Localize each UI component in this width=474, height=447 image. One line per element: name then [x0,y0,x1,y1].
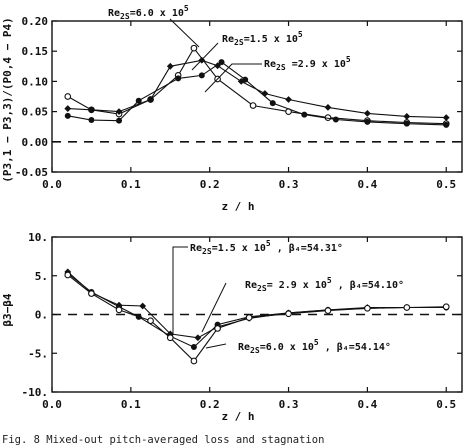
top-data-point [190,44,198,52]
flow-angle-deviation-chart: 0.0 0.1 0.2 0.3 0.4 0.5 -10. -5. 0. 5. 10. z / h β… [1,231,463,423]
top-data-point [214,62,221,70]
bot-data-point [190,344,197,351]
top-data-point [166,62,174,70]
bot-data-point [147,317,154,325]
top-ann-leader-2 [191,42,219,71]
bot-y-tick-label: 0. [35,309,48,322]
bot-data-point [64,271,72,279]
top-series-line-2 [67,59,447,119]
bot-data-point [88,290,95,297]
top-data-point [269,100,276,107]
top-data-point [237,78,245,85]
bot-data-point [324,307,332,314]
top-plot-frame [51,20,463,173]
top-data-point [64,93,72,100]
bottom-ann-leader-1 [172,246,188,335]
top-y-tick-label: 0.20 [22,15,49,28]
loss-coefficient-chart: 0.0 0.1 0.2 0.3 0.4 0.5 -0.05 0.00 0.05 0.10 0.15 0… [1,4,463,213]
bot-x-tick-label: 0.0 [42,398,62,411]
top-x-tick-label: 0.3 [279,178,299,191]
bottom-annotation-re-1-5: Re2S=1.5 x 105 , β₄=54.31° [190,239,343,256]
bot-x-tick-label: 0.3 [279,398,299,411]
top-data-point [116,117,123,124]
top-data-point [198,72,205,79]
top-data-point [403,113,411,120]
bot-data-point [166,330,174,338]
top-data-point [301,111,308,118]
top-y-tick-label: 0.00 [22,136,49,149]
bot-x-tick-label: 0.5 [436,398,456,411]
top-x-tick-label: 0.2 [200,178,220,191]
top-data-point [64,105,72,112]
top-data-point [285,96,292,103]
top-data-point [363,110,371,117]
bottom-y-axis-title: β3−β4 [1,293,14,326]
bot-y-tick-label: 5. [35,270,48,283]
bot-y-tick-label: -5. [28,347,48,360]
top-data-point [324,103,332,111]
bottom-annotation-re-2-9: Re2S= 2.9 x 105 , β₄=54.10° [245,276,404,293]
figure-caption: Fig. 8 Mixed-out pitch-averaged loss and… [2,434,325,446]
bot-data-point [245,314,253,321]
top-data-point [249,102,257,109]
top-data-point [88,117,95,124]
top-data-point [175,75,182,82]
bot-plot-frame [51,236,463,393]
bot-data-point [115,306,123,314]
top-data-point [64,112,71,119]
bottom-ann-leader-3 [205,343,227,349]
bot-data-point [442,303,450,311]
top-ann-leader-3 [204,63,262,93]
top-data-point [218,59,225,66]
bot-x-tick-label: 0.4 [357,398,377,411]
top-data-point [403,120,410,127]
bot-x-tick-label: 0.2 [200,398,220,411]
top-ann-leader-1 [169,18,200,48]
top-x-tick-label: 0.4 [357,178,377,191]
bottom-annotation-re-6-0: Re2S=6.0 x 105 , β₄=54.14° [238,338,391,355]
top-x-tick-label: 0.0 [42,178,62,191]
bot-data-point [115,301,123,309]
top-y-tick-label: 0.10 [22,75,49,88]
top-data-point [442,114,450,122]
top-data-point [115,108,123,115]
top-y-axis-title: (P3,1 − P3,3)/(P0,4 − P4) [1,17,14,183]
top-annotation-re-1-5: Re2S=1.5 x 105 [222,30,303,47]
top-data-point [332,116,339,123]
top-data-point [147,96,154,103]
top-annotation-re-2-9: Re2S =2.9 x 105 [264,55,351,72]
top-data-point [135,97,142,104]
top-x-axis-title: z / h [221,200,254,213]
top-series-line-1 [67,61,447,126]
top-series-line-0 [67,47,447,125]
top-y-tick-label: -0.05 [15,166,48,179]
bot-data-point [166,334,174,342]
top-y-tick-label: 0.05 [22,106,49,119]
bot-data-point [139,302,147,310]
bot-data-point [403,304,411,311]
bottom-ann-leader-2 [201,282,227,333]
bot-data-point [194,334,202,342]
bot-x-tick-label: 0.1 [121,398,141,411]
top-data-point [88,106,95,114]
bot-data-point [364,304,371,312]
top-x-tick-label: 0.5 [436,178,456,191]
bottom-x-axis-title: z / h [221,410,254,423]
bot-y-tick-label: -10. [22,386,49,399]
bot-data-point [285,310,292,318]
bot-y-tick-label: 10. [28,231,48,244]
top-annotation-re-6-0: Re2S=6.0 x 105 [108,4,189,21]
top-y-tick-label: 0.15 [22,45,49,58]
top-data-point [364,118,371,125]
bot-data-point [190,357,198,365]
top-data-point [261,90,269,97]
top-x-tick-label: 0.1 [121,178,141,191]
bot-data-point [214,325,221,332]
top-data-point [443,121,450,128]
